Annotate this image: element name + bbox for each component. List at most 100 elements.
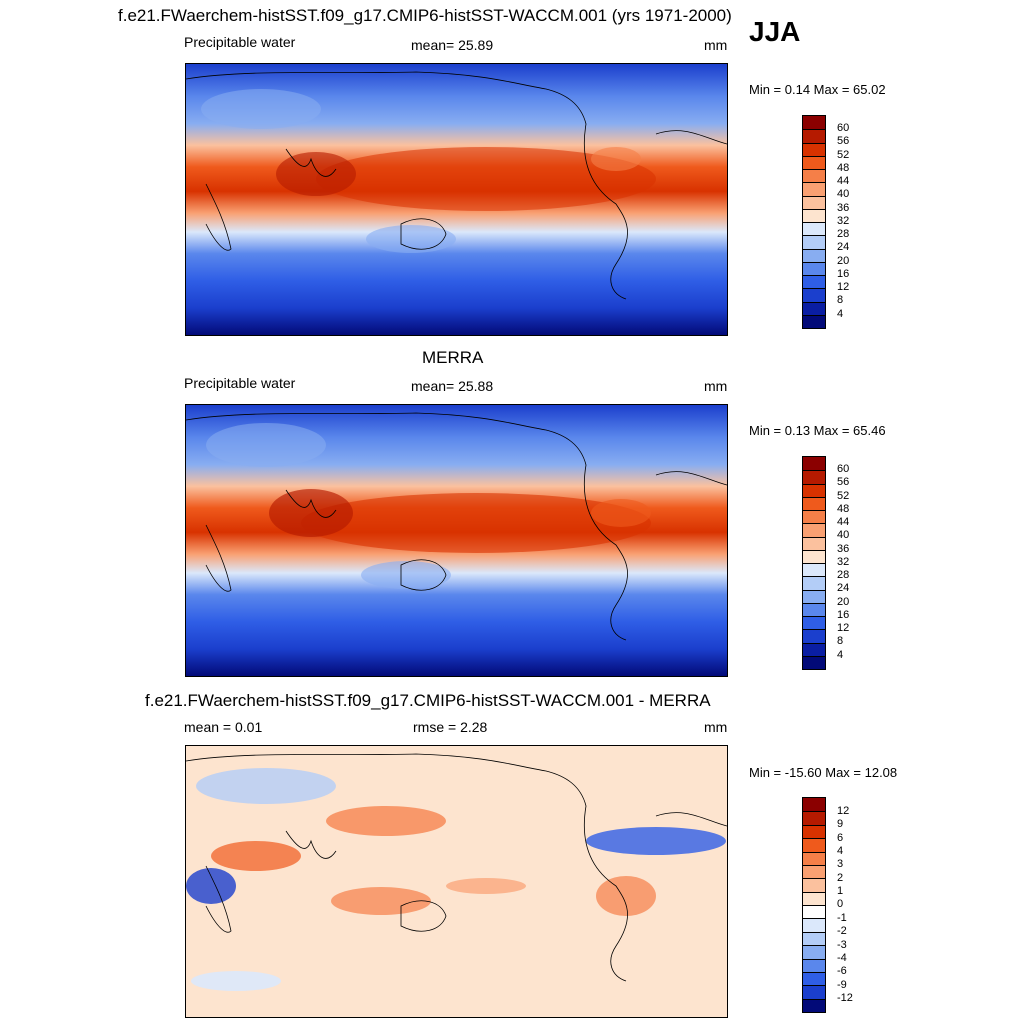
panel3-cbar-tick: -3: [837, 939, 847, 951]
panel3-units: mm: [704, 719, 728, 735]
panel2-cbar-tick: 20: [837, 596, 850, 608]
panel1-cbar-tick: 44: [837, 175, 850, 187]
panel2-cbar-swatch: [803, 483, 825, 497]
panel2-cbar-swatch: [803, 589, 825, 603]
panel1-cbar-swatch: [803, 208, 825, 222]
panel2-coastlines: [186, 412, 727, 641]
panel3-colorbar: 12 9 6 4 3 2 1 0 -1 -2 -3 -4 -6 -9 -12: [802, 797, 853, 1013]
panel3-cbar-tick: 0: [837, 898, 844, 910]
panel2-cbar-tick: 8: [837, 635, 844, 647]
panel3-cbar-swatch: [803, 811, 825, 825]
panel3-minmax: Min = -15.60 Max = 12.08: [749, 765, 898, 780]
panel2-cbar-swatch: [803, 496, 825, 510]
panel2-minmax: Min = 0.13 Max = 65.46: [749, 423, 886, 438]
panel3-cbar-tick: -2: [837, 925, 847, 937]
panel1-cbar-swatch: [803, 261, 825, 275]
panel2-map-svg: [186, 405, 727, 676]
panel2-cbar-tick: 52: [837, 490, 850, 502]
panel3-cbar-tick: -1: [837, 912, 847, 924]
panel2-cbar-swatch: [803, 655, 825, 669]
panel2-dry-asia: [206, 423, 326, 467]
panel1-australia-dry: [366, 225, 456, 253]
panel3-cbar-tick: -6: [837, 965, 847, 977]
panel3-cbar-swatch: [803, 851, 825, 865]
panel2-cbar-tick: 4: [837, 649, 844, 661]
panel1-units: mm: [704, 37, 728, 53]
panel3-coastlines: [186, 753, 727, 982]
panel1-gulf: [591, 147, 641, 171]
panel3-neg-africa: [186, 868, 236, 904]
panel1-cbar-swatch: [803, 155, 825, 169]
panel1-variable: Precipitable water: [184, 34, 296, 50]
panel2-gulf: [591, 499, 651, 527]
panel3-cbar-tick: 1: [837, 885, 844, 897]
panel3-pos-pacific: [446, 878, 526, 894]
panel1-colorbar: 60 56 52 48 44 40 36 32 28 24 20 16 12 8…: [802, 115, 849, 329]
panel3-cbar-swatch: [803, 905, 825, 919]
panel1-cbar-tick: 28: [837, 228, 850, 240]
panel2-cbar-tick: 32: [837, 556, 850, 568]
panel3-neg-asia: [196, 768, 336, 804]
panel2-cbar-tick: 16: [837, 609, 850, 621]
panel2-cbar-swatch: [803, 510, 825, 524]
panel3-cbar-swatch: [803, 918, 825, 932]
panel3-pos-asia: [326, 806, 446, 836]
panel2-cbar-tick: 48: [837, 503, 850, 515]
panel2-cbar-swatch: [803, 616, 825, 630]
panel1-cbar-swatch: [803, 235, 825, 249]
panel2-cbar-swatch: [803, 576, 825, 590]
panel2-warm-pool: [301, 493, 651, 553]
panel2-cbar-tick: 12: [837, 622, 850, 634]
panel2-cbar-swatch: [803, 536, 825, 550]
panel1-cbar-tick: 20: [837, 255, 850, 267]
panel2-cbar-swatch: [803, 642, 825, 656]
panel1-cbar-tick: 40: [837, 188, 850, 200]
panel1-map-svg: [186, 64, 727, 335]
panel3-cbar-tick: -12: [837, 992, 853, 1004]
panel2-cbar-swatch: [803, 523, 825, 537]
panel2-cbar-swatch: [803, 629, 825, 643]
panel2-cbar-tick: 56: [837, 476, 850, 488]
panel3-map: [185, 745, 728, 1018]
panel2-australia-dry: [361, 561, 451, 589]
panel1-cbar-swatch: [803, 116, 825, 130]
case-title: f.e21.FWaerchem-histSST.f09_g17.CMIP6-hi…: [118, 6, 732, 25]
panel2-map: [185, 404, 728, 677]
panel3-cbar-swatch: [803, 798, 825, 812]
panel1-cbar-swatch: [803, 169, 825, 183]
panel1-cbar-swatch: [803, 314, 825, 328]
panel1-cbar-tick: 60: [837, 122, 850, 134]
panel2-cbar-swatch: [803, 563, 825, 577]
panel2-cbar-swatch: [803, 457, 825, 471]
panel1-cbar-tick: 8: [837, 294, 844, 306]
panel3-cbar-tick: 6: [837, 832, 844, 844]
panel2-cbar-tick: 60: [837, 463, 850, 475]
panel1-cbar-swatch: [803, 222, 825, 236]
panel3-pos-samerica: [596, 876, 656, 916]
panel1-cbar-tick: 52: [837, 149, 850, 161]
panel3-cbar-tick: 2: [837, 872, 844, 884]
panel2-cbar-tick: 36: [837, 543, 850, 555]
panel3-cbar-swatch: [803, 931, 825, 946]
panel3-cbar-swatch: [803, 958, 825, 972]
panel3-pos-africa: [211, 841, 301, 871]
panel2-cbar-swatch: [803, 602, 825, 616]
panel3-title: f.e21.FWaerchem-histSST.f09_g17.CMIP6-hi…: [145, 691, 711, 710]
panel1-cbar-tick: 16: [837, 268, 850, 280]
panel3-cbar-swatch: [803, 838, 825, 852]
panel3-cbar-tick: 9: [837, 818, 844, 830]
panel1-cbar-swatch: [803, 182, 825, 196]
panel3-cbar-tick: 4: [837, 845, 844, 857]
panel3-pos-australia: [331, 887, 431, 915]
panel1-cbar-swatch: [803, 288, 825, 302]
panel2-mean: mean= 25.88: [411, 378, 494, 394]
panel3-cbar-tick: -9: [837, 979, 847, 991]
panel2-units: mm: [704, 378, 728, 394]
panel1-cbar-swatch: [803, 129, 825, 143]
panel3-cbar-swatch: [803, 891, 825, 905]
panel1-cbar-swatch: [803, 248, 825, 262]
panel2-cbar-tick: 40: [837, 529, 850, 541]
panel2-cbar-swatch: [803, 470, 825, 484]
panel1-dry-asia: [201, 89, 321, 129]
panel1-coastlines: [186, 71, 727, 300]
